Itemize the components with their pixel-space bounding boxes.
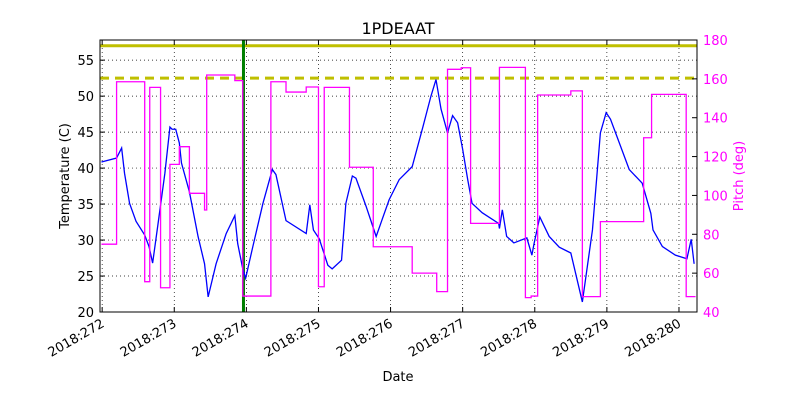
y-tick-label: 30 bbox=[77, 234, 94, 249]
chart-title: 1PDEAAT bbox=[361, 19, 434, 38]
temperature-series-line bbox=[101, 79, 695, 303]
y2-tick-label: 100 bbox=[703, 189, 728, 204]
y2-axis-label: Pitch (deg) bbox=[732, 141, 747, 211]
y2-tick-label: 160 bbox=[703, 73, 728, 88]
y2-tick-label: 60 bbox=[703, 267, 720, 282]
y2-tick-label: 120 bbox=[703, 151, 728, 166]
y-axis-label: Temperature (C) bbox=[58, 123, 73, 230]
y-tick-label: 40 bbox=[77, 162, 94, 177]
reference-lines bbox=[100, 40, 697, 312]
plot-frame bbox=[99, 39, 698, 313]
y2-tick-label: 40 bbox=[703, 306, 720, 321]
pitch-series-line bbox=[101, 66, 696, 299]
series-group bbox=[101, 66, 696, 303]
y2-tick-label: 80 bbox=[703, 228, 720, 243]
y-tick-label: 20 bbox=[77, 306, 94, 321]
y-tick-label: 45 bbox=[77, 126, 94, 141]
y-tick-label: 25 bbox=[77, 270, 94, 285]
y-tick-label: 35 bbox=[77, 198, 94, 213]
y-tick-label: 55 bbox=[77, 54, 94, 69]
y2-tick-label: 180 bbox=[703, 34, 728, 49]
y2-tick-label: 140 bbox=[703, 112, 728, 127]
y-tick-label: 50 bbox=[77, 90, 94, 105]
x-axis-label: Date bbox=[382, 370, 413, 385]
